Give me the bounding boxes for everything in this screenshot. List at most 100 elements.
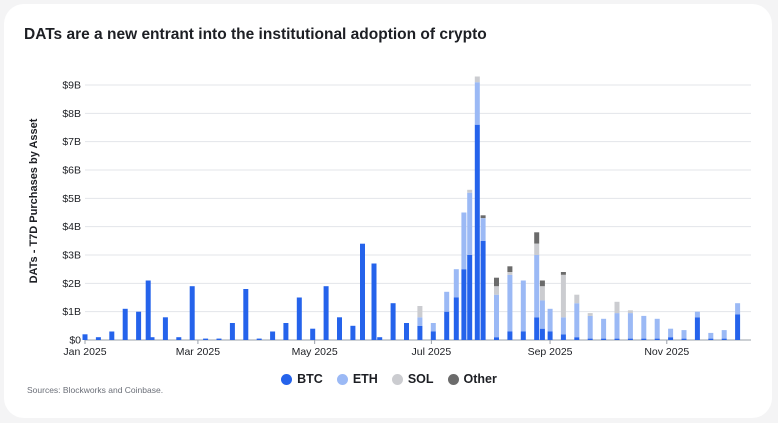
legend-swatch bbox=[281, 373, 293, 385]
bar-btc bbox=[587, 338, 593, 340]
legend-swatch bbox=[336, 373, 348, 385]
x-axis-ticks: Jan 2025 Mar 2025 May 2025 Jul 2025 Sep 2025… bbox=[63, 340, 689, 358]
bar-btc bbox=[708, 338, 714, 340]
bar-btc bbox=[417, 325, 423, 340]
bar-btc bbox=[283, 323, 289, 340]
bar-eth bbox=[627, 313, 633, 339]
bar-sol bbox=[539, 286, 545, 301]
bar-eth bbox=[547, 308, 553, 332]
bar-btc bbox=[461, 269, 467, 340]
bar-btc bbox=[82, 334, 88, 340]
bar-sol bbox=[417, 306, 423, 318]
bar-other bbox=[507, 266, 513, 272]
bar-btc bbox=[654, 338, 660, 340]
bar-btc bbox=[256, 338, 262, 340]
bar-btc bbox=[735, 314, 741, 340]
bar-sol bbox=[560, 274, 566, 318]
x-tick-label: Jul 2025 bbox=[412, 346, 452, 358]
bar-btc bbox=[507, 331, 513, 340]
bar-btc bbox=[627, 338, 633, 340]
bar-btc bbox=[176, 337, 182, 340]
bar-btc bbox=[122, 308, 128, 340]
bar-other bbox=[539, 280, 545, 287]
bar-eth bbox=[417, 317, 423, 326]
bar-eth bbox=[430, 323, 436, 332]
bar-eth bbox=[694, 311, 700, 318]
bar-sol bbox=[494, 286, 499, 295]
bar-btc bbox=[560, 334, 566, 340]
y-tick-label: $1B bbox=[62, 306, 81, 318]
bar-eth bbox=[444, 291, 450, 312]
legend-item-eth: ETH bbox=[336, 372, 378, 386]
legend-label: SOL bbox=[407, 372, 434, 386]
bar-other bbox=[560, 272, 566, 275]
bar-btc bbox=[377, 337, 383, 340]
legend-label: ETH bbox=[352, 372, 378, 386]
bar-sol bbox=[627, 310, 633, 314]
bar-eth bbox=[735, 303, 741, 315]
bar-btc bbox=[668, 337, 674, 340]
bar-btc bbox=[467, 255, 473, 340]
bar-btc bbox=[203, 338, 209, 340]
bar-eth bbox=[574, 303, 580, 338]
bar-btc bbox=[444, 311, 450, 340]
y-tick-label: $2B bbox=[62, 278, 81, 290]
x-tick-label: Jan 2025 bbox=[63, 346, 106, 358]
bar-btc bbox=[453, 297, 459, 340]
bar-btc bbox=[337, 317, 342, 340]
bar-btc bbox=[694, 317, 700, 340]
bar-btc bbox=[270, 331, 276, 340]
bar-btc bbox=[323, 286, 329, 340]
bar-sol bbox=[587, 313, 593, 316]
legend-label: Other bbox=[463, 372, 497, 386]
bar-btc bbox=[162, 317, 168, 340]
bar-series bbox=[82, 76, 741, 340]
legend-label: BTC bbox=[297, 372, 323, 386]
bar-btc bbox=[474, 124, 480, 340]
y-tick-label: $4B bbox=[62, 221, 81, 233]
bar-btc bbox=[310, 328, 316, 340]
bar-eth bbox=[467, 192, 473, 255]
y-tick-label: $6B bbox=[62, 165, 81, 177]
bar-eth bbox=[507, 274, 513, 332]
bar-eth bbox=[560, 317, 566, 335]
chart-card bbox=[4, 4, 772, 418]
bar-btc bbox=[641, 338, 647, 340]
bar-btc bbox=[136, 311, 142, 340]
bar-eth bbox=[721, 330, 727, 339]
bar-btc bbox=[574, 337, 580, 340]
bar-sol bbox=[507, 272, 513, 275]
y-axis-ticks: $0 $1B $2B $3B $4B $5B $6B $7B $8B $9B bbox=[62, 80, 81, 347]
bar-eth bbox=[708, 332, 714, 339]
bar-btc bbox=[371, 263, 377, 340]
bar-eth bbox=[494, 294, 499, 338]
bar-btc bbox=[350, 325, 356, 340]
legend: BTC ETH SOL Other bbox=[0, 372, 778, 386]
y-tick-label: $0 bbox=[69, 335, 81, 347]
bar-eth bbox=[461, 212, 467, 270]
bar-btc bbox=[149, 337, 155, 340]
bar-btc bbox=[95, 337, 101, 340]
bar-btc bbox=[520, 331, 526, 340]
bar-sol bbox=[534, 243, 540, 255]
y-tick-label: $3B bbox=[62, 250, 81, 262]
bar-btc bbox=[296, 297, 302, 340]
bar-btc bbox=[494, 337, 499, 340]
bar-btc bbox=[601, 338, 607, 340]
y-tick-label: $8B bbox=[62, 108, 81, 120]
bar-btc bbox=[480, 240, 486, 340]
bar-eth bbox=[520, 280, 526, 332]
bar-btc bbox=[109, 331, 115, 340]
x-tick-label: Nov 2025 bbox=[644, 346, 689, 358]
bar-btc bbox=[547, 331, 553, 340]
bar-eth bbox=[539, 300, 545, 329]
legend-item-sol: SOL bbox=[391, 372, 434, 386]
bar-btc bbox=[216, 338, 222, 340]
gridlines bbox=[85, 84, 751, 341]
y-axis-label: DATs - T7D Purchases by Asset bbox=[28, 118, 40, 283]
bar-btc bbox=[614, 338, 620, 340]
y-tick-label: $5B bbox=[62, 193, 81, 205]
bar-eth bbox=[534, 255, 540, 318]
bar-btc bbox=[189, 286, 195, 340]
